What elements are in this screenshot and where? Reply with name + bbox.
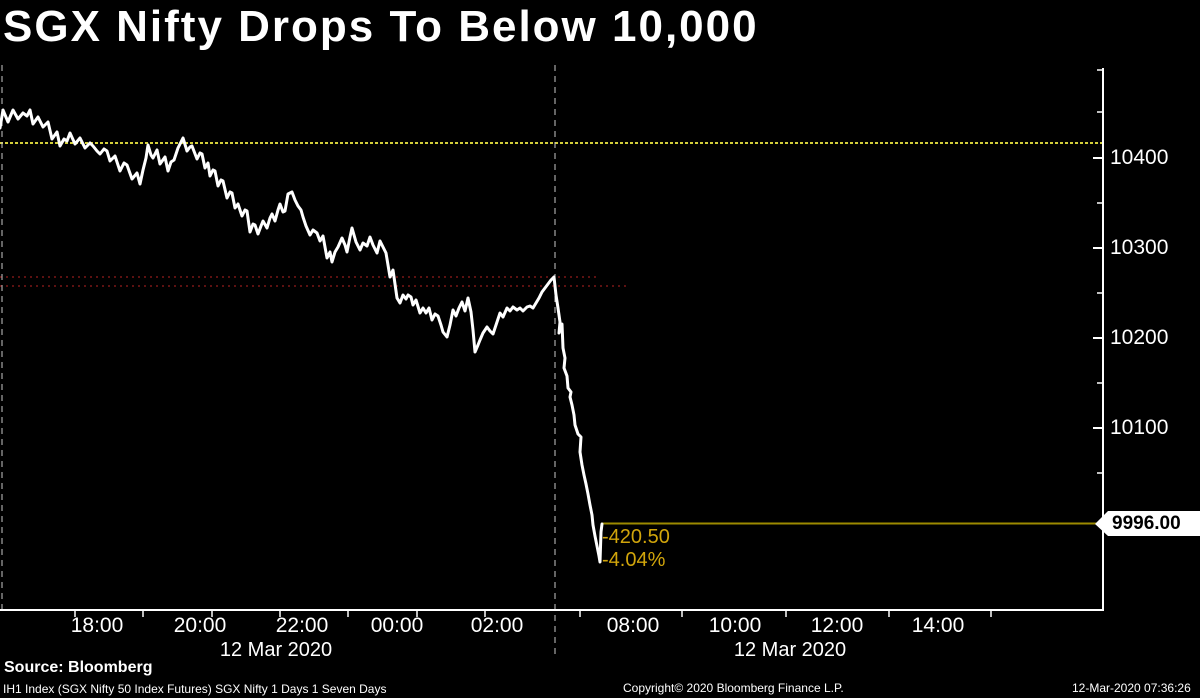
copyright-label: Copyright© 2020 Bloomberg Finance L.P. [623, 681, 844, 695]
instrument-info: IH1 Index (SGX Nifty 50 Index Futures) S… [3, 682, 387, 696]
last-price-badge-pointer [1095, 511, 1108, 536]
chart-title: SGX Nifty Drops To Below 10,000 [3, 2, 759, 51]
source-label: Source: Bloomberg [4, 659, 153, 676]
last-price-badge: 9996.00 [1108, 511, 1200, 536]
last-price-value: 9996.00 [1112, 513, 1181, 534]
timestamp-label: 12-Mar-2020 07:36:26 [1072, 681, 1191, 695]
price-line [0, 108, 604, 564]
